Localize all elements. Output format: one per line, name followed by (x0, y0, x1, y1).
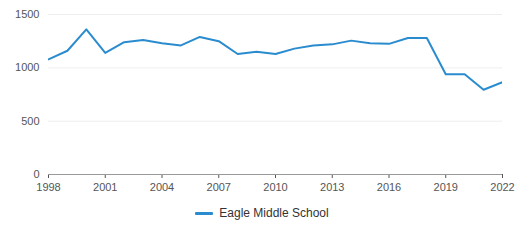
html-text:Eagle Middle School: Eagle Middle School (219, 206, 329, 220)
svg-text:2004: 2004 (150, 181, 174, 193)
svg-text:1500: 1500 (15, 8, 39, 20)
svg-text:1998: 1998 (36, 181, 60, 193)
svg-text:500: 500 (21, 115, 39, 127)
svg-text:2016: 2016 (377, 181, 401, 193)
svg-text:2010: 2010 (263, 181, 287, 193)
svg-text:0: 0 (33, 168, 39, 180)
svg-text:2022: 2022 (490, 181, 514, 193)
svg-text:2007: 2007 (207, 181, 231, 193)
svg-text:2001: 2001 (93, 181, 117, 193)
svg-text:2019: 2019 (434, 181, 458, 193)
svg-text:1000: 1000 (15, 61, 39, 73)
svg-text:2013: 2013 (320, 181, 344, 193)
